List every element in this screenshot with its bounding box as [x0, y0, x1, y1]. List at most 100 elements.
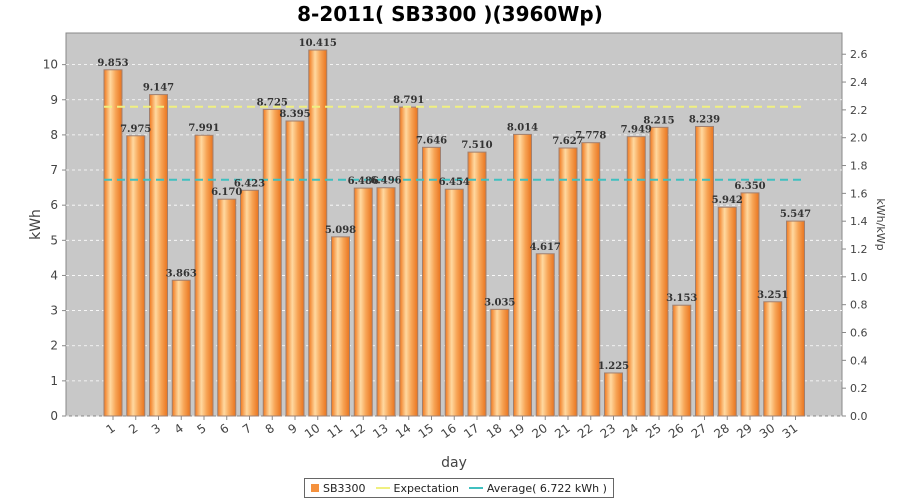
x-tick-label: 30: [757, 421, 778, 441]
legend-line-average: [468, 487, 483, 489]
data-label: 3.153: [666, 293, 697, 304]
bar-day-26: [672, 304, 692, 417]
data-label: 6.486: [348, 176, 379, 187]
legend-swatch-sb3300: [311, 484, 319, 492]
bar-day-14: [399, 106, 419, 417]
x-tick-label: 16: [438, 421, 459, 441]
y-tick-label: 8: [50, 128, 58, 142]
y-tick-label: 10: [43, 58, 58, 72]
x-tick-label: 24: [620, 421, 641, 441]
y-axis-title: kWh: [28, 209, 44, 240]
bar-day-25: [649, 126, 669, 417]
x-tick-label: 19: [507, 421, 528, 441]
y-tick-label: 4: [50, 268, 58, 282]
x-tick-label: 9: [285, 421, 299, 437]
bar-day-2: [126, 135, 146, 417]
y-right-tick-label: 0.8: [850, 299, 868, 312]
y-right-tick-label: 0.0: [850, 410, 868, 423]
data-label: 6.423: [234, 178, 265, 189]
legend-label-sb3300: SB3300: [323, 481, 366, 495]
bar-day-31: [786, 220, 805, 417]
x-tick-label: 29: [734, 421, 755, 441]
legend: SB3300 Expectation Average( 6.722 kWh ): [304, 478, 614, 498]
data-label: 7.646: [416, 135, 447, 146]
x-axis-title: day: [441, 455, 467, 471]
bar-day-20: [535, 253, 555, 417]
y-tick-label: 6: [50, 198, 58, 212]
data-label: 5.098: [325, 225, 356, 236]
y-tick-label: 5: [50, 233, 58, 247]
data-label: 5.942: [712, 195, 743, 206]
data-label: 7.778: [575, 131, 606, 142]
y-tick-label: 3: [50, 304, 58, 318]
bar-day-7: [240, 189, 259, 417]
data-label: 7.991: [188, 123, 219, 134]
y-tick-label: 1: [50, 374, 58, 388]
x-tick-label: 11: [325, 421, 346, 441]
x-tick-label: 17: [461, 421, 482, 441]
data-label: 5.547: [780, 209, 811, 220]
y-right-tick-label: 2.4: [850, 76, 868, 89]
data-label: 7.975: [120, 124, 151, 135]
data-label: 4.617: [530, 242, 561, 253]
y-right-tick-label: 1.6: [850, 187, 868, 200]
x-tick-label: 7: [240, 421, 254, 437]
data-label: 8.791: [393, 95, 424, 106]
y-right-tick-label: 1.2: [850, 243, 868, 256]
bar-day-4: [171, 279, 191, 417]
data-label: 6.350: [734, 181, 765, 192]
bar-day-24: [626, 136, 646, 417]
y-right-tick-label: 2.2: [850, 104, 868, 117]
y-right-tick-label: 1.4: [850, 215, 868, 228]
bar-day-8: [262, 108, 282, 417]
bar-day-28: [717, 206, 737, 417]
bar-day-17: [467, 151, 487, 417]
data-label: 6.170: [211, 187, 242, 198]
axes: 0123456789100.00.20.40.60.81.01.21.41.61…: [43, 48, 868, 441]
x-tick-label: 1: [103, 421, 117, 437]
x-tick-label: 28: [711, 421, 732, 441]
legend-item-sb3300: SB3300: [311, 482, 366, 495]
x-tick-label: 4: [172, 421, 186, 437]
y-right-tick-label: 1.0: [850, 271, 868, 284]
x-tick-label: 14: [393, 421, 414, 441]
bar-day-9: [285, 120, 305, 417]
x-tick-label: 3: [149, 421, 163, 437]
data-label: 8.725: [257, 97, 288, 108]
bar-day-27: [695, 126, 714, 417]
data-label: 8.014: [507, 122, 538, 133]
y-tick-label: 7: [50, 163, 58, 177]
x-tick-label: 2: [126, 421, 140, 437]
y-right-tick-label: 0.4: [850, 354, 868, 367]
y-axis-right-title: kWh/kWp: [874, 198, 887, 250]
bar-day-1: [103, 69, 123, 417]
x-tick-label: 10: [302, 421, 323, 441]
data-label: 3.251: [757, 290, 788, 301]
bar-day-13: [376, 187, 396, 417]
data-label: 8.239: [689, 115, 720, 126]
legend-label-average: Average( 6.722 kWh ): [486, 481, 607, 495]
data-label: 7.627: [552, 136, 583, 147]
data-label: 8.395: [279, 109, 310, 120]
data-label: 6.454: [439, 177, 470, 188]
bar-day-30: [763, 301, 783, 417]
chart-title: 8-2011( SB3300 )(3960Wp): [297, 2, 603, 26]
x-tick-label: 18: [484, 421, 505, 441]
bar-day-29: [740, 192, 760, 417]
bar-day-23: [604, 372, 623, 417]
y-right-tick-label: 0.2: [850, 382, 868, 395]
x-tick-label: 26: [666, 421, 687, 441]
x-tick-label: 13: [370, 421, 391, 441]
x-tick-label: 22: [575, 421, 596, 441]
bar-day-18: [490, 308, 510, 417]
data-label: 6.496: [370, 176, 401, 187]
x-tick-label: 20: [529, 421, 550, 441]
data-label: 9.147: [143, 83, 174, 94]
x-tick-label: 23: [598, 421, 619, 441]
y-tick-label: 0: [50, 409, 58, 423]
legend-label-expectation: Expectation: [393, 481, 459, 495]
y-right-tick-label: 1.8: [850, 160, 868, 173]
bars: [103, 49, 805, 417]
